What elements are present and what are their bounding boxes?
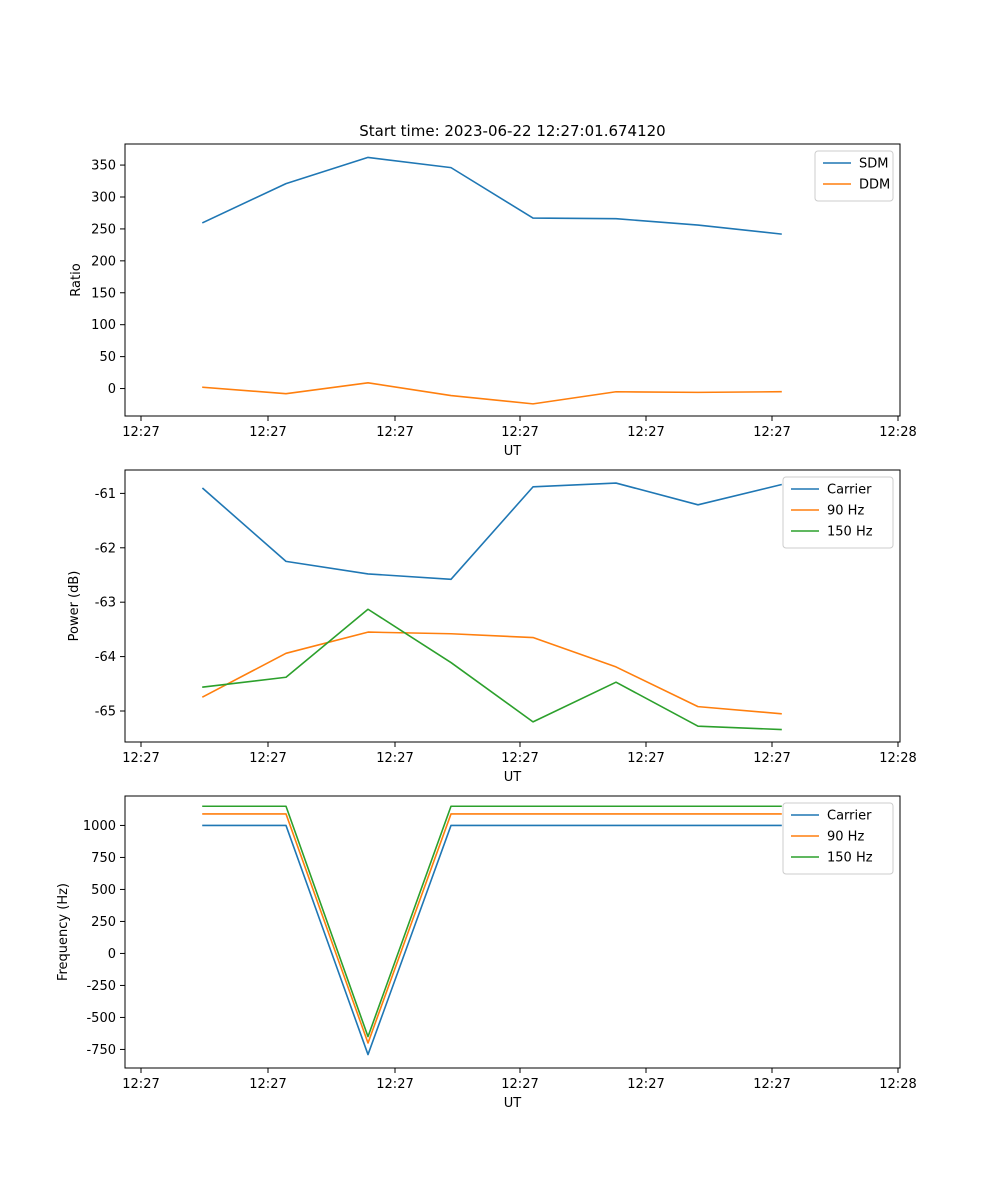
x-tick-label: 12:27: [501, 425, 538, 440]
legend-entry-label: Carrier: [827, 809, 872, 824]
x-axis-label: UT: [504, 770, 522, 785]
plot-area-frame: [124, 469, 901, 743]
legend-entry-label: 90 Hz: [827, 504, 864, 519]
y-tick-label: 50: [99, 350, 116, 365]
x-tick-label: 12:27: [627, 425, 664, 440]
x-axis-label: UT: [504, 1096, 522, 1111]
x-tick-label: 12:27: [627, 1077, 664, 1092]
legend-entry-label: 150 Hz: [827, 851, 873, 866]
x-tick-label: 12:27: [376, 751, 413, 766]
y-tick-label: 300: [91, 190, 116, 205]
y-tick-label: -250: [86, 979, 116, 994]
plot-area-frame: [124, 143, 901, 417]
y-tick-label: 1000: [83, 819, 116, 834]
y-tick-label: 250: [91, 222, 116, 237]
x-tick-label: 12:27: [627, 751, 664, 766]
y-tick-label: 200: [91, 254, 116, 269]
y-axis-label: Ratio: [69, 263, 84, 296]
y-tick-label: -500: [86, 1011, 116, 1026]
x-tick-label: 12:27: [249, 751, 286, 766]
series-line-150-hz: [202, 608, 782, 731]
legend: Carrier 90 Hz 150 Hz: [782, 476, 894, 549]
x-tick-label: 12:27: [376, 425, 413, 440]
legend: Carrier 90 Hz 150 Hz: [782, 802, 894, 875]
y-tick-label: 150: [91, 286, 116, 301]
x-tick-label: 12:27: [376, 1077, 413, 1092]
series-line-carrier: [201, 482, 782, 581]
x-tick-label: 12:27: [501, 751, 538, 766]
y-tick-label: -65: [95, 704, 116, 719]
x-tick-label: 12:28: [879, 1077, 916, 1092]
plot-area-frame: [124, 795, 901, 1069]
y-tick-label: 500: [91, 883, 116, 898]
legend: SDM DDM: [814, 150, 894, 202]
series-line-ddm: [202, 381, 782, 405]
x-tick-label: 12:27: [753, 751, 790, 766]
series-line-sdm: [201, 156, 782, 235]
x-tick-label: 12:27: [501, 1077, 538, 1092]
x-tick-label: 12:27: [249, 425, 286, 440]
x-tick-label: 12:27: [122, 425, 159, 440]
y-axis-label: Power (dB): [67, 571, 82, 642]
x-tick-label: 12:28: [879, 751, 916, 766]
legend-entry-label: Carrier: [827, 483, 872, 498]
legend-entry-label: SDM: [859, 157, 888, 172]
y-tick-label: -750: [86, 1043, 116, 1058]
panels: 12:27 12:27 12:27 12:27 12:27 12:27 12:28 0 50 10…: [56, 143, 917, 1111]
x-axis-label: UT: [504, 444, 522, 459]
series-line-150-hz: [202, 805, 782, 1038]
chart-panel-1: 12:27 12:27 12:27 12:27 12:27 12:27 12:28 0 50 10…: [69, 143, 917, 459]
y-tick-label: 250: [91, 915, 116, 930]
series-line-90-hz: [202, 813, 782, 1044]
y-tick-label: -64: [95, 650, 116, 665]
y-tick-label: -63: [95, 596, 116, 611]
x-tick-label: 12:27: [753, 1077, 790, 1092]
legend-entry-label: DDM: [859, 178, 890, 193]
y-tick-label: 350: [91, 159, 116, 174]
chart-panel-2: 12:27 12:27 12:27 12:27 12:27 12:27 12:28 -61 -6…: [67, 469, 917, 785]
y-tick-label: 100: [91, 318, 116, 333]
x-tick-label: 12:28: [879, 425, 916, 440]
y-tick-label: -62: [95, 541, 116, 556]
x-tick-label: 12:27: [122, 751, 159, 766]
y-axis-label: Frequency (Hz): [56, 883, 71, 981]
y-tick-label: 750: [91, 851, 116, 866]
y-tick-label: 0: [108, 382, 116, 397]
x-tick-label: 12:27: [249, 1077, 286, 1092]
series-line-carrier: [202, 824, 782, 1056]
x-tick-label: 12:27: [753, 425, 790, 440]
chart-panel-3: 12:27 12:27 12:27 12:27 12:27 12:27 12:28 1000 7…: [56, 795, 917, 1111]
legend-entry-label: 90 Hz: [827, 830, 864, 845]
chart-title: Start time: 2023-06-22 12:27:01.674120: [359, 122, 665, 140]
y-tick-label: -61: [95, 487, 116, 502]
series-line-90-hz: [201, 631, 782, 715]
y-tick-label: 0: [108, 947, 116, 962]
x-tick-label: 12:27: [122, 1077, 159, 1092]
legend-entry-label: 150 Hz: [827, 525, 873, 540]
